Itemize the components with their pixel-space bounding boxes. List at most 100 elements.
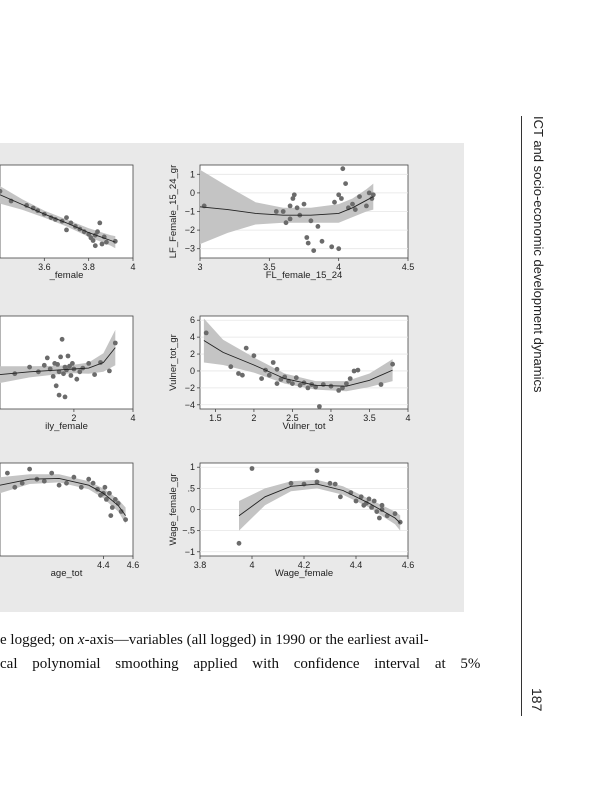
x-tick-label: 3.5: [263, 262, 276, 272]
data-point: [56, 369, 62, 375]
data-point: [70, 361, 75, 366]
data-point: [336, 388, 342, 393]
data-point: [266, 372, 272, 378]
data-point: [301, 201, 307, 207]
data-point: [390, 361, 395, 367]
x-tick-label: 4.2: [298, 560, 311, 570]
data-point: [12, 484, 18, 490]
smoothing-line: [199, 196, 374, 216]
y-tick-label: 6: [190, 315, 195, 325]
data-point: [58, 354, 63, 360]
data-point: [294, 205, 300, 211]
scatter-panel-1: 3.6 3.8 4 _female: [0, 164, 136, 281]
data-point: [392, 511, 398, 517]
data-point: [358, 494, 364, 500]
y-tick-label: 1: [190, 462, 195, 472]
data-point: [320, 382, 326, 387]
caption-text: -axis—variables (all logged) in 1990 or …: [84, 632, 429, 648]
confidence-band: [0, 186, 116, 249]
data-point: [62, 394, 68, 400]
data-point: [74, 376, 80, 382]
data-point: [340, 385, 345, 391]
data-point: [273, 209, 279, 214]
data-point: [68, 373, 74, 378]
scatter-panel-2: 3 3.5 4 4.5 1 0 −1 −2 −3 FL_female_15_24 LF_Female…: [168, 164, 415, 281]
data-point: [288, 480, 294, 486]
smoothing-line: [238, 483, 401, 524]
data-point: [59, 336, 65, 342]
data-point: [290, 196, 296, 201]
x-tick-label: 4: [130, 262, 135, 272]
data-point: [240, 372, 245, 378]
scatter-panel-4: 1.5 2 2.5 3 3.5 4 6 4 2 0 −2 −4 Vulner_tot Vulner_tot…: [168, 315, 411, 432]
data-point: [236, 540, 242, 546]
data-point: [377, 515, 382, 521]
page-number: 187: [528, 688, 548, 728]
caption-italic-x: x: [77, 632, 85, 648]
confidence-band: [0, 474, 126, 524]
data-point: [343, 181, 348, 187]
y-tick-label: 0: [190, 505, 195, 515]
data-point: [41, 478, 47, 484]
data-point: [357, 194, 362, 200]
data-point: [64, 480, 69, 486]
x-tick-label: 2.5: [286, 413, 299, 423]
data-point: [65, 353, 71, 359]
data-point: [107, 368, 112, 374]
data-point: [236, 371, 241, 376]
data-point: [270, 360, 276, 365]
data-point: [315, 224, 321, 229]
x-axis-label: ily_female: [45, 421, 88, 432]
scatter-panel-5: 4.4 4.6 age_tot: [0, 462, 139, 579]
x-axis-label: age_tot: [51, 568, 83, 579]
y-tick-label: −.5: [182, 526, 195, 536]
data-point: [332, 199, 337, 205]
y-tick-label: −1: [185, 547, 195, 557]
x-tick-label: 3.8: [82, 262, 95, 272]
data-point: [314, 468, 320, 473]
data-point: [293, 375, 299, 381]
data-point: [366, 496, 372, 502]
data-point: [86, 476, 92, 482]
x-tick-label: 4.4: [350, 560, 363, 570]
data-point: [112, 497, 118, 502]
data-point: [95, 229, 100, 235]
confidence-band: [0, 329, 116, 383]
x-tick-label: 3.6: [38, 262, 51, 272]
confidence-band: [203, 318, 393, 392]
data-point: [118, 509, 124, 514]
data-point: [249, 466, 255, 471]
y-tick-label: 2: [190, 349, 195, 359]
data-point: [280, 209, 286, 214]
data-point: [379, 502, 385, 508]
smoothing-line: [0, 194, 116, 243]
data-point: [53, 383, 59, 389]
data-point: [347, 376, 353, 381]
x-tick-label: 4: [405, 413, 410, 423]
data-point: [5, 470, 10, 476]
data-point: [90, 238, 96, 243]
data-point: [305, 385, 311, 391]
y-axis-label: Vulner_tot_gr: [168, 334, 179, 391]
x-tick-label: 1.5: [209, 413, 222, 423]
x-tick-label: 4.6: [402, 560, 415, 570]
data-point: [41, 362, 47, 368]
data-point: [64, 227, 69, 233]
y-axis-label: LF_Female_15_24_gr: [168, 165, 179, 258]
data-point: [228, 364, 234, 370]
data-point: [305, 240, 311, 246]
caption-line-2: cal polynomial smoothing applied with co…: [0, 656, 481, 672]
y-tick-label: −2: [185, 225, 195, 235]
data-point: [366, 190, 372, 196]
y-tick-label: 0: [190, 188, 195, 198]
x-tick-label: 4: [249, 560, 254, 570]
x-tick-label: 3: [328, 413, 333, 423]
y-tick-label: 0: [190, 366, 195, 376]
x-axis-label: FL_female_15_24: [266, 270, 343, 281]
data-point: [291, 192, 297, 198]
data-point: [108, 513, 114, 518]
y-tick-label: −2: [185, 383, 195, 393]
x-tick-label: 4: [130, 413, 135, 423]
x-tick-label: 4.5: [402, 262, 415, 272]
